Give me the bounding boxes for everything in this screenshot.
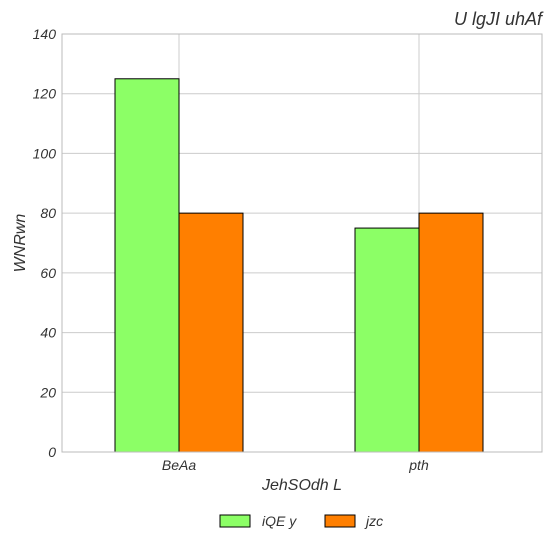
legend: iQE y jzc [219,513,383,529]
legend-label-series-1: iQE y [262,513,297,529]
y-tick-label: 20 [39,384,56,400]
x-tick-label: pth [408,457,429,473]
y-tick-label: 0 [48,444,56,460]
y-tick-label: 140 [33,26,57,42]
x-tick-label: BeAa [162,457,196,473]
bar-series-2-pth [418,212,484,453]
y-tick-label: 100 [33,145,57,161]
bars [114,78,484,453]
y-tick-label: 40 [40,325,56,341]
y-tick-label: 60 [40,265,56,281]
chart-title: U lgJI uhAf [454,9,544,29]
legend-label-series-2: jzc [364,513,383,529]
bar-series-1-pth [354,227,420,453]
y-tick-labels: 0 20 40 60 80 100 120 140 [33,26,57,460]
plot-frame [61,33,543,453]
y-tick-label: 120 [33,86,57,102]
y-tick-label: 80 [40,205,56,221]
legend-swatch-series-2 [324,514,356,528]
bar-series-1-BeAa [114,78,180,453]
bar-series-2-BeAa [178,212,244,453]
x-tick-labels: BeAa pth [162,457,429,473]
legend-swatch-series-1 [219,514,251,528]
x-axis-label: JehSOdh L [261,477,342,494]
y-axis-label: WNRwn [12,214,29,273]
